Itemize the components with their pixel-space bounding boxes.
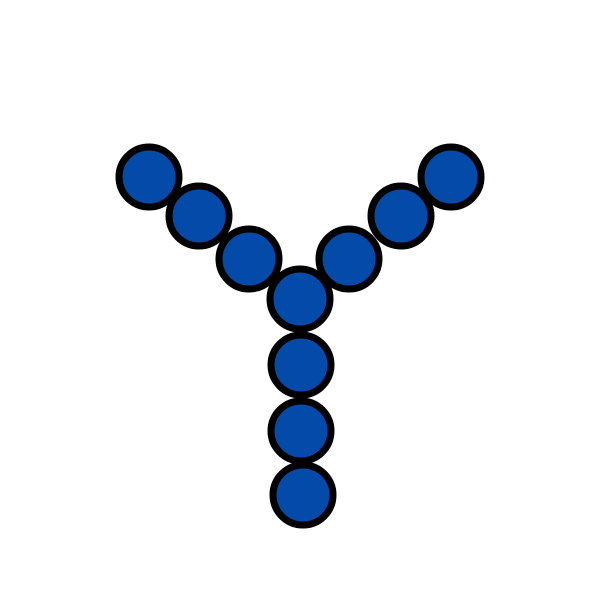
stem-node-3 <box>269 461 337 529</box>
right-arm-node-1 <box>417 143 485 211</box>
left-arm <box>115 143 283 293</box>
junction-node <box>266 265 334 333</box>
junction <box>266 265 334 333</box>
right-arm-node-3 <box>315 225 383 293</box>
left-arm-node-3 <box>215 225 283 293</box>
stem-node-1 <box>267 331 335 399</box>
stem-node-2 <box>267 397 335 465</box>
right-arm <box>315 143 485 293</box>
left-arm-node-2 <box>165 182 233 250</box>
left-arm-node-1 <box>115 143 183 211</box>
right-arm-node-2 <box>367 182 435 250</box>
stem <box>267 331 337 529</box>
